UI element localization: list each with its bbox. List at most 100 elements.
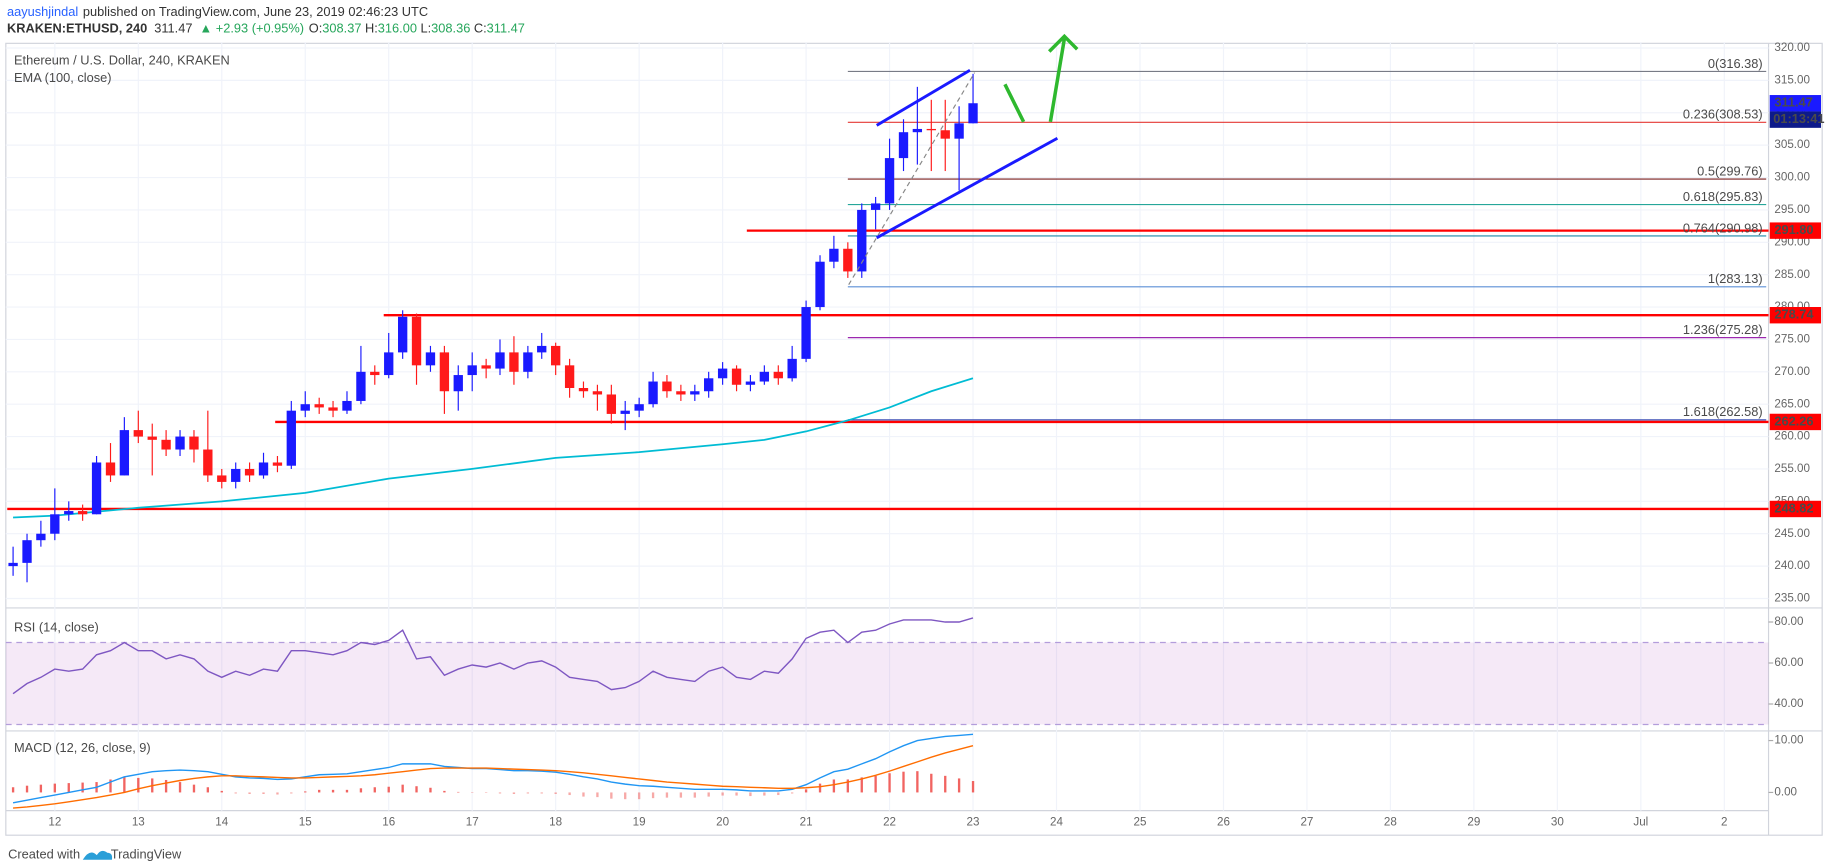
published: published on TradingView.com, June 23, 2…: [83, 4, 428, 19]
candle-body: [704, 378, 714, 392]
candle-body: [439, 352, 450, 392]
annotations: [848, 33, 1079, 285]
x-tick-label: 19: [633, 815, 646, 828]
author[interactable]: aayushjindal: [7, 4, 78, 19]
candle-body: [453, 375, 463, 392]
candle-body: [954, 123, 964, 139]
macd-histogram-bar: [930, 773, 933, 793]
macd-histogram-bar: [818, 783, 822, 793]
macd-histogram-bar: [484, 792, 488, 793]
candle-body: [564, 365, 575, 389]
candle-body: [300, 404, 310, 411]
y-tick-label: 40.00: [1774, 697, 1804, 710]
candle-body: [481, 365, 491, 369]
macd-title: MACD (12, 26, close, 9): [14, 740, 151, 755]
chart-title: Ethereum / U.S. Dollar, 240, KRAKEN: [14, 52, 230, 67]
macd-histogram-bar: [596, 792, 599, 798]
macd-histogram-bar: [234, 792, 237, 794]
level-price-label: 262.26: [1774, 413, 1813, 428]
macd-histogram-bar: [832, 779, 836, 793]
last-price-box: [1769, 95, 1822, 112]
candle-body: [690, 391, 700, 395]
ohlc-value: 308.36: [431, 21, 470, 36]
candle-body: [217, 475, 227, 482]
macd-histogram-bar: [248, 792, 251, 794]
candle-body: [133, 430, 143, 437]
candle-body: [745, 381, 756, 385]
trend-line: [875, 69, 971, 127]
candle-body: [857, 209, 867, 272]
y-tick-label: 60.00: [1774, 656, 1804, 669]
candle-body: [272, 462, 283, 466]
macd-histogram-bar: [206, 787, 210, 793]
macd-line: [12, 733, 974, 804]
macd-histogram-bar: [749, 792, 752, 797]
macd-histogram-bar: [401, 784, 404, 793]
candle-body: [634, 404, 644, 411]
macd-histogram-bar: [164, 779, 168, 793]
candle-body: [161, 439, 171, 450]
candle-body: [342, 400, 352, 411]
macd-histogram-bar: [290, 792, 293, 794]
macd-histogram-bar: [304, 791, 307, 793]
macd-histogram-bar: [804, 789, 808, 793]
footer-brand[interactable]: TradingView: [111, 846, 182, 861]
ohlc-label: H:: [365, 21, 378, 36]
macd-histogram-bar: [790, 792, 794, 794]
candle-body: [175, 436, 185, 450]
x-tick-label: 27: [1300, 815, 1313, 828]
candle-body: [384, 352, 394, 376]
x-tick-label: 12: [48, 815, 61, 828]
signal-line: [13, 745, 974, 809]
y-tick-label: 295.00: [1774, 203, 1810, 216]
candle-body: [829, 248, 839, 262]
candle-body: [578, 388, 589, 392]
x-tick-label: 14: [215, 815, 228, 828]
change: ▲ +2.93 (+0.95%): [199, 21, 304, 36]
level-price-box: [1769, 413, 1822, 431]
macd-histogram-bar: [429, 787, 432, 793]
candle-body: [523, 352, 533, 372]
ema-label: EMA (100, close): [14, 70, 112, 85]
candle-body: [231, 468, 241, 482]
candle-body: [676, 391, 686, 395]
candle-body: [551, 345, 561, 366]
candle-body: [968, 103, 978, 124]
candle-body: [912, 128, 923, 133]
y-tick-label: 240.00: [1774, 559, 1810, 572]
macd-histogram-bar: [359, 788, 363, 793]
fib-label: 0.618(295.83): [1683, 189, 1763, 204]
x-tick-label: 29: [1467, 815, 1480, 828]
candle-body: [648, 381, 658, 405]
macd-histogram-bar: [679, 792, 683, 798]
candle-body: [77, 511, 88, 515]
macd-histogram-bar: [81, 782, 84, 793]
fib-connector: [848, 72, 976, 285]
candle-body: [620, 410, 630, 414]
candle-body: [926, 128, 936, 131]
candle-body: [356, 371, 366, 401]
x-tick-label: 13: [132, 815, 145, 828]
macd-histogram-bar: [540, 792, 543, 794]
plot: 235.00240.00245.00250.00255.00260.00265.…: [5, 41, 1825, 828]
candle-body: [286, 410, 296, 466]
rsi-title: RSI (14, close): [14, 619, 99, 634]
macd-histogram-bar: [262, 792, 265, 794]
macd-histogram-bar: [637, 792, 641, 800]
macd-histogram-bar: [498, 792, 502, 794]
macd-histogram-bar: [387, 786, 390, 793]
candle-body: [203, 449, 213, 476]
candle-body: [801, 307, 811, 359]
y-tick-label: 255.00: [1774, 462, 1810, 475]
candle-body: [787, 358, 797, 379]
macd-histogram-bar: [512, 792, 516, 794]
macd-histogram-bar: [457, 791, 460, 793]
macd-histogram-bar: [554, 792, 557, 794]
x-tick-label: 23: [967, 815, 980, 828]
macd-histogram-bar: [665, 792, 669, 798]
macd-histogram-bar: [610, 792, 613, 799]
candle-body: [425, 352, 436, 366]
macd-histogram-bar: [735, 792, 738, 796]
ohlc-label: C:: [474, 21, 487, 36]
